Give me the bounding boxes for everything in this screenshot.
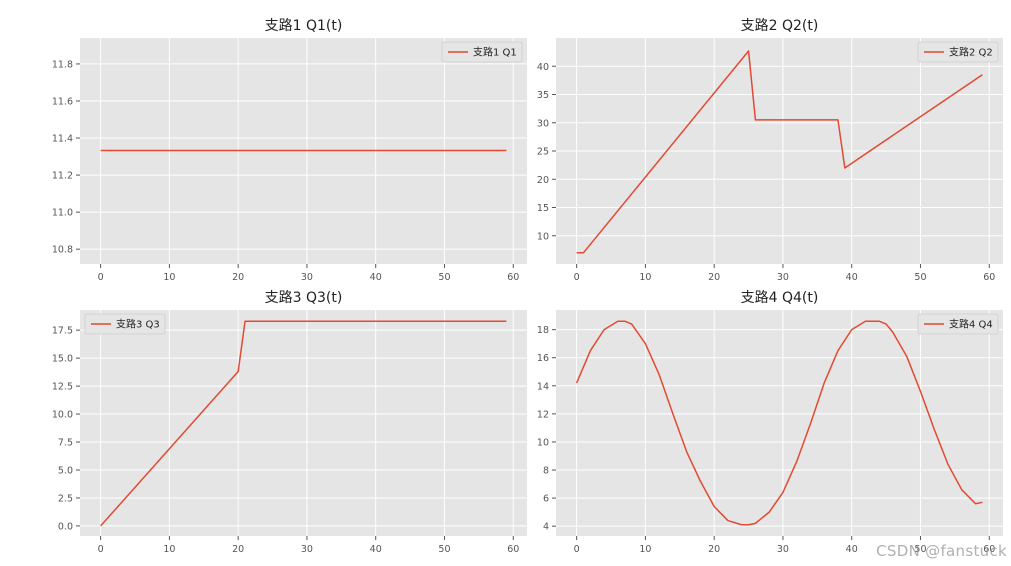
y-tick-label: 18 <box>537 325 549 336</box>
subplot-title: 支路4 Q4(t) <box>741 290 819 306</box>
x-tick-label: 40 <box>370 544 382 555</box>
x-tick-label: 10 <box>163 272 175 283</box>
x-tick-label: 20 <box>232 272 244 283</box>
y-tick-label: 17.5 <box>52 326 73 337</box>
x-tick-label: 30 <box>301 272 313 283</box>
y-tick-label: 10.0 <box>52 410 73 421</box>
subplot-2: 0 10 20 30 40 50 60 10 15 20 25 30 35 40 支路2 Q2(t) 支路2 … <box>537 18 1003 283</box>
x-tick-label: 20 <box>232 544 244 555</box>
y-tick-label: 12.5 <box>52 382 73 393</box>
x-tick-label: 40 <box>846 272 858 283</box>
x-tick-label: 50 <box>914 544 926 555</box>
x-tick-label: 0 <box>98 272 104 283</box>
x-tick-label: 30 <box>777 544 789 555</box>
plot-area <box>80 310 527 536</box>
y-tick-label: 15 <box>537 203 549 214</box>
y-tick-label: 8 <box>543 466 549 477</box>
x-tick-label: 50 <box>914 272 926 283</box>
y-tick-label: 0.0 <box>58 521 73 532</box>
y-tick-label: 25 <box>537 147 549 158</box>
x-tick-label: 10 <box>163 544 175 555</box>
legend-box <box>917 41 999 63</box>
y-tick-label: 11.2 <box>52 171 73 182</box>
y-tick-label: 11.0 <box>52 208 73 219</box>
y-tick-label: 30 <box>537 118 549 129</box>
subplot-title: 支路1 Q1(t) <box>265 18 343 34</box>
subplot-title: 支路2 Q2(t) <box>741 18 819 34</box>
x-tick-label: 20 <box>708 544 720 555</box>
legend-box <box>84 313 166 335</box>
x-tick-label: 0 <box>574 544 580 555</box>
x-tick-label: 50 <box>438 544 450 555</box>
x-tick-label: 10 <box>639 272 651 283</box>
legend-label: 支路3 Q3 <box>116 318 160 331</box>
series-line <box>575 320 983 526</box>
x-tick-label: 40 <box>846 544 858 555</box>
subplot-1: 0 10 20 30 40 50 60 10.8 11.0 11.2 11.4 11.6 11.8 支路1… <box>52 18 527 283</box>
plot-area <box>556 310 1003 536</box>
legend-label: 支路1 Q1 <box>473 46 517 59</box>
y-tick-label: 15.0 <box>52 354 73 365</box>
y-tick-label: 14 <box>537 381 549 392</box>
y-tick-label: 10.8 <box>52 245 73 256</box>
y-tick-label: 11.8 <box>52 59 73 70</box>
x-tick-label: 50 <box>438 272 450 283</box>
x-tick-label: 20 <box>708 272 720 283</box>
y-tick-label: 35 <box>537 90 549 101</box>
x-tick-label: 0 <box>98 544 104 555</box>
x-tick-label: 60 <box>507 272 519 283</box>
y-tick-label: 6 <box>543 494 549 505</box>
legend-label: 支路4 Q4 <box>949 318 993 331</box>
y-tick-label: 11.6 <box>52 96 73 107</box>
y-tick-label: 2.5 <box>58 493 73 504</box>
x-tick-label: 40 <box>370 272 382 283</box>
x-tick-label: 30 <box>777 272 789 283</box>
series-line <box>100 320 507 527</box>
x-tick-label: 0 <box>574 272 580 283</box>
x-tick-label: 10 <box>639 544 651 555</box>
y-tick-label: 10 <box>537 231 549 242</box>
y-tick-label: 20 <box>537 175 549 186</box>
y-tick-label: 4 <box>543 522 549 533</box>
legend-label: 支路2 Q2 <box>949 46 993 59</box>
subplot-title: 支路3 Q3(t) <box>265 290 343 306</box>
y-tick-label: 16 <box>537 353 549 364</box>
x-tick-label: 60 <box>983 272 995 283</box>
x-tick-label: 30 <box>301 544 313 555</box>
y-tick-label: 12 <box>537 409 549 420</box>
watermark: CSDN @fanstuck <box>876 542 1007 560</box>
x-tick-label: 60 <box>983 544 995 555</box>
x-tick-label: 60 <box>507 544 519 555</box>
y-tick-label: 7.5 <box>58 438 73 449</box>
y-tick-label: 11.4 <box>52 134 73 145</box>
legend-box <box>917 313 999 335</box>
legend-box <box>441 41 523 63</box>
y-tick-label: 40 <box>537 62 549 73</box>
subplot-4: 0 10 20 30 40 50 60 4 6 8 10 12 14 16 18 支路4 Q4(t) 支路4 Q… <box>537 290 1003 555</box>
y-tick-label: 5.0 <box>58 465 73 476</box>
subplot-3: 0 10 20 30 40 50 60 0.0 2.5 5.0 7.5 10.0 12.5 15.0 17.… <box>52 290 527 555</box>
y-tick-label: 10 <box>537 437 549 448</box>
series-line <box>576 50 983 254</box>
